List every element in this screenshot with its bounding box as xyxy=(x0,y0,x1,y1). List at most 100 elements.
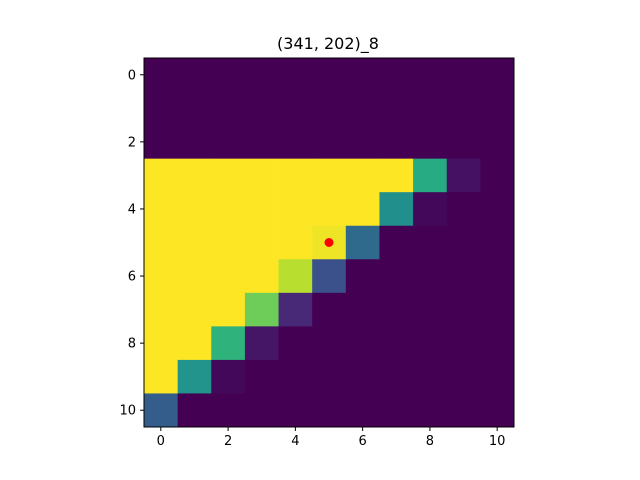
heatmap-cell xyxy=(144,58,179,92)
y-axis-ticks: 0 2 4 6 8 10 xyxy=(119,68,144,419)
heatmap-cell xyxy=(480,158,515,193)
heatmap-cell xyxy=(379,225,414,260)
heatmap-cell xyxy=(144,91,179,126)
y-tick-label: 4 xyxy=(128,202,136,217)
heatmap-cell xyxy=(278,359,313,394)
x-tick-label: 6 xyxy=(358,434,366,449)
heatmap-cell xyxy=(177,259,212,294)
marker-point xyxy=(324,238,334,247)
heatmap-cell xyxy=(312,292,347,327)
heatmap-cell xyxy=(379,125,414,160)
heatmap-cells xyxy=(144,58,515,428)
heatmap-cell xyxy=(177,359,212,394)
heatmap-cell xyxy=(446,225,481,260)
heatmap-cell xyxy=(144,326,179,361)
heatmap-cell xyxy=(446,292,481,327)
heatmap-cell xyxy=(446,158,481,193)
heatmap-cell xyxy=(177,292,212,327)
heatmap-cell xyxy=(177,58,212,92)
heatmap-cell xyxy=(278,125,313,160)
heatmap-cell xyxy=(345,326,380,361)
heatmap-cell xyxy=(244,326,279,361)
heatmap-cell xyxy=(211,158,246,193)
heatmap-cell xyxy=(177,225,212,260)
heatmap-cell xyxy=(211,125,246,160)
heatmap-cell xyxy=(413,58,448,92)
heatmap-cell xyxy=(480,225,515,260)
heatmap-cell xyxy=(278,292,313,327)
heatmap-cell xyxy=(345,125,380,160)
heatmap-cell xyxy=(379,158,414,193)
heatmap-cell xyxy=(446,91,481,126)
heatmap-cell xyxy=(211,192,246,227)
heatmap-cell xyxy=(345,259,380,294)
heatmap-cell xyxy=(312,259,347,294)
heatmap-cell xyxy=(446,393,481,428)
heatmap-cell xyxy=(144,225,179,260)
heatmap-cell xyxy=(177,393,212,428)
heatmap-cell xyxy=(211,91,246,126)
y-tick-label: 10 xyxy=(119,404,136,419)
heatmap-cell xyxy=(345,58,380,92)
heatmap-cell xyxy=(480,58,515,92)
heatmap-cell xyxy=(413,393,448,428)
heatmap-cell xyxy=(379,359,414,394)
heatmap-cell xyxy=(413,292,448,327)
heatmap-cell xyxy=(244,91,279,126)
heatmap-cell xyxy=(177,125,212,160)
heatmap-cell xyxy=(312,326,347,361)
heatmap-cell xyxy=(446,359,481,394)
heatmap-cell xyxy=(278,326,313,361)
heatmap-cell xyxy=(312,58,347,92)
heatmap-cell xyxy=(144,158,179,193)
heatmap-cell xyxy=(379,58,414,92)
heatmap-cell xyxy=(278,192,313,227)
heatmap-cell xyxy=(413,91,448,126)
x-tick-label: 2 xyxy=(224,434,232,449)
heatmap-cell xyxy=(379,326,414,361)
heatmap-cell xyxy=(379,259,414,294)
heatmap-cell xyxy=(211,58,246,92)
heatmap-cell xyxy=(211,359,246,394)
heatmap-cell xyxy=(379,192,414,227)
heatmap-cell xyxy=(244,259,279,294)
heatmap-cell xyxy=(446,326,481,361)
heatmap-cell xyxy=(312,192,347,227)
heatmap-cell xyxy=(244,158,279,193)
heatmap-cell xyxy=(211,225,246,260)
heatmap-cell xyxy=(413,225,448,260)
heatmap-cell xyxy=(244,225,279,260)
heatmap-cell xyxy=(480,91,515,126)
heatmap-cell xyxy=(211,393,246,428)
heatmap-cell xyxy=(345,393,380,428)
heatmap-cell xyxy=(177,158,212,193)
x-axis-ticks: 0 2 4 6 8 10 xyxy=(157,427,505,449)
heatmap-cell xyxy=(480,326,515,361)
heatmap-cell xyxy=(278,225,313,260)
heatmap-cell xyxy=(144,359,179,394)
heatmap-cell xyxy=(278,58,313,92)
y-tick-label: 8 xyxy=(128,337,136,352)
heatmap-cell xyxy=(480,292,515,327)
heatmap-cell xyxy=(480,393,515,428)
heatmap-cell xyxy=(379,292,414,327)
heatmap-cell xyxy=(278,158,313,193)
y-tick-label: 2 xyxy=(128,135,136,150)
x-tick-label: 4 xyxy=(291,434,299,449)
heatmap-cell xyxy=(413,158,448,193)
heatmap-cell xyxy=(413,326,448,361)
heatmap-cell xyxy=(379,91,414,126)
heatmap-cell xyxy=(480,125,515,160)
heatmap-cell xyxy=(345,292,380,327)
heatmap-cell xyxy=(177,326,212,361)
heatmap-cell xyxy=(278,91,313,126)
y-tick-label: 0 xyxy=(128,68,136,83)
heatmap-cell xyxy=(211,292,246,327)
heatmap-cell xyxy=(345,158,380,193)
heatmap-cell xyxy=(144,192,179,227)
heatmap-cell xyxy=(144,125,179,160)
heatmap-cell xyxy=(312,91,347,126)
heatmap-cell xyxy=(211,259,246,294)
heatmap-cell xyxy=(413,192,448,227)
